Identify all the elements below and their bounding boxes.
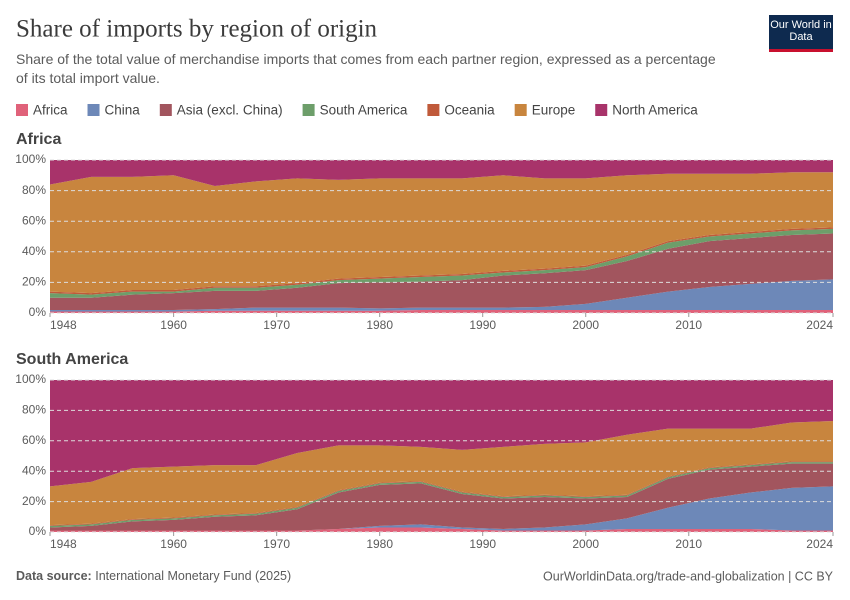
- x-tick-label: 1948: [50, 537, 77, 551]
- y-tick-label: 100%: [15, 372, 46, 386]
- y-tick-label: 0%: [29, 305, 47, 319]
- legend-label: Asia (excl. China): [177, 103, 283, 118]
- x-tick-label: 1948: [50, 318, 77, 332]
- legend-swatch: [427, 104, 440, 116]
- area: Asia (excl. China): [50, 463, 833, 531]
- x-tick-label: 1970: [263, 537, 290, 551]
- legend-label: Africa: [33, 103, 68, 118]
- legend-swatch: [16, 104, 28, 116]
- logo-bar: [769, 49, 833, 52]
- x-tick-label: 2010: [675, 537, 702, 551]
- x-tick-label: 2010: [675, 318, 702, 332]
- y-tick-label: 20%: [22, 275, 46, 289]
- title: Share of imports by region of origin: [16, 16, 378, 43]
- logo-bg: [769, 15, 833, 51]
- legend: Africa China Asia (excl. China) South Ameri…: [16, 103, 698, 118]
- legend-swatch: [87, 104, 100, 116]
- y-tick-label: 40%: [22, 463, 46, 477]
- legend-label: China: [105, 103, 141, 118]
- footer-source: Data source: International Monetary Fund…: [16, 569, 291, 583]
- source: International Monetary Fund (2025): [95, 569, 291, 583]
- subtitle: Share of the total value of merchandise …: [16, 51, 716, 86]
- legend-swatch: [595, 104, 608, 116]
- y-tick-label: 80%: [22, 403, 46, 417]
- logo-box: Our World in Data: [770, 19, 832, 43]
- y-tick-label: 40%: [22, 244, 46, 258]
- subtitle-box: Share of the total value of merchandise …: [16, 51, 716, 86]
- y-tick-label: 100%: [15, 152, 46, 166]
- y-tick-label: 80%: [22, 183, 46, 197]
- y-tick-label: 0%: [29, 524, 47, 538]
- area: Africa: [50, 527, 833, 532]
- area: China: [50, 486, 833, 531]
- x-tick-label: 1990: [469, 318, 496, 332]
- y-tick-label: 60%: [22, 213, 46, 227]
- footer-url[interactable]: OurWorldinData.org/trade-and-globalizati…: [543, 569, 834, 583]
- x-tick-label: 1960: [160, 537, 187, 551]
- y-tick-label: 60%: [22, 433, 46, 447]
- x-tick-label: 1980: [366, 537, 393, 551]
- area: Africa: [50, 309, 833, 313]
- area: North America: [50, 160, 833, 187]
- area: South America: [50, 228, 833, 298]
- legend-swatch: [514, 104, 527, 116]
- legend-label: Europe: [532, 103, 576, 118]
- legend-label: South America: [320, 103, 408, 118]
- panel-title: Africa: [16, 131, 61, 148]
- x-tick-label: 1980: [366, 318, 393, 332]
- x-tick-label: 2024: [806, 318, 833, 332]
- x-tick-label: 2000: [572, 318, 599, 332]
- x-tick-label: 1970: [263, 318, 290, 332]
- x-tick-label: 2024: [806, 537, 833, 551]
- legend-swatch: [159, 104, 172, 116]
- y-tick-label: 20%: [22, 494, 46, 508]
- legend-swatch: [302, 104, 315, 116]
- x-tick-label: 1990: [469, 537, 496, 551]
- panel-title: South America: [16, 351, 128, 368]
- area: Europe: [50, 421, 833, 526]
- legend-label: North America: [612, 103, 698, 118]
- source-label: Data source:: [16, 569, 92, 583]
- area: Europe: [50, 172, 833, 294]
- area: China: [50, 279, 833, 312]
- logo[interactable]: Our World in Data: [770, 19, 832, 43]
- x-tick-label: 1960: [160, 318, 187, 332]
- area: North America: [50, 380, 833, 487]
- x-tick-label: 2000: [572, 537, 599, 551]
- area: South America: [50, 462, 833, 528]
- legend-label: Oceania: [444, 103, 495, 118]
